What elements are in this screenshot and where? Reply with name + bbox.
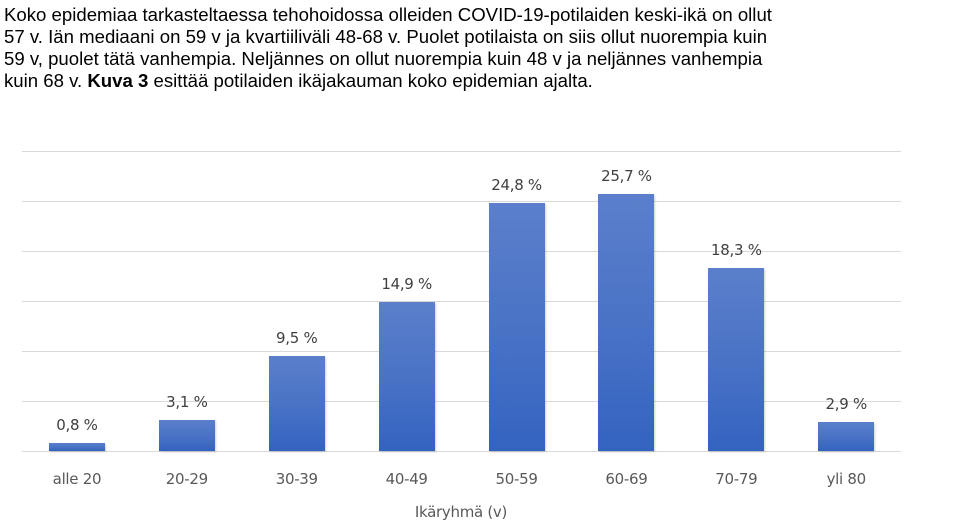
x-axis-title: Ikäryhmä (v) [414,503,508,521]
bar-value-label: 24,8 % [491,176,542,194]
bar [488,203,545,451]
category-label: 50-59 [495,470,538,488]
intro-paragraph: Koko epidemiaa tarkasteltaessa tehohoido… [4,4,962,92]
intro-line-2: 57 v. Iän mediaani on 59 v ja kvartiiliv… [4,26,768,47]
bar [158,420,215,451]
bar [378,302,435,451]
bar-value-label: 3,1 % [166,393,208,411]
intro-line-1: Koko epidemiaa tarkasteltaessa tehohoido… [4,4,772,25]
category-label: 20-29 [165,470,208,488]
bar [818,422,875,451]
bar [48,443,105,451]
age-distribution-bar-chart: 0,8 % 3,1 % 9,5 % 14,9 % 24,8 % 25,7 % 18,3 % 2… [0,110,962,522]
intro-line-4: kuin 68 v. Kuva 3 esittää potilaiden ikä… [4,70,962,92]
intro-line-4-suffix: esittää potilaiden ikäjakauman koko epid… [148,70,593,91]
gridline [22,451,901,452]
bar-value-label: 2,9 % [825,395,868,413]
figure-reference: Kuva 3 [87,70,149,91]
category-label: 60-69 [605,470,648,488]
gridline [22,401,901,402]
gridline [22,201,901,202]
bar [268,356,325,451]
intro-line-3: 59 v, puolet tätä vanhempia. Neljännes o… [4,48,763,69]
intro-line-4-prefix: kuin 68 v. [4,70,88,91]
gridline [22,151,901,152]
bar [598,194,655,451]
bar-value-label: 9,5 % [276,329,318,347]
gridline [22,351,901,352]
category-label: 30-39 [275,470,318,488]
gridline [22,251,901,252]
bar-value-label: 25,7 % [601,167,652,185]
bar-value-label: 18,3 % [711,241,762,259]
category-label: yli 80 [826,470,867,488]
bar-value-label: 14,9 % [381,275,432,293]
category-label: 70-79 [715,470,758,488]
gridline [22,301,901,302]
bar-value-label: 0,8 % [56,416,98,434]
category-label: alle 20 [52,470,102,488]
category-label: 40-49 [385,470,428,488]
bar [708,268,765,451]
